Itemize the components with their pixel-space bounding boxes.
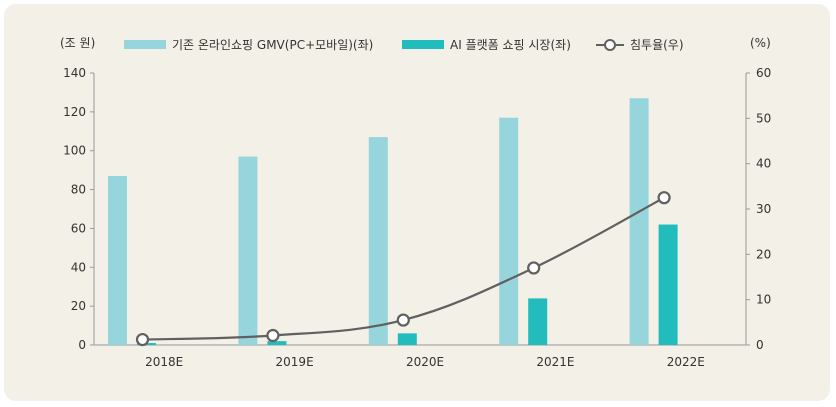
bar-ai-platform: [658, 224, 678, 345]
right-tick-label: 20: [756, 247, 771, 261]
bars: [108, 98, 678, 345]
legend-label-ai-platform: AI 플랫폼 쇼핑 시장(좌): [450, 38, 571, 52]
penetration-point: [266, 328, 280, 343]
left-tick-label: 100: [63, 144, 86, 158]
x-tick-label: 2018E: [145, 355, 183, 369]
x-tick-label: 2022E: [667, 355, 705, 369]
x-tick-label: 2020E: [406, 355, 444, 369]
right-tick-label: 40: [756, 157, 771, 171]
right-tick-label: 50: [756, 111, 771, 125]
bar-ai-platform: [267, 341, 287, 345]
left-tick-label: 140: [63, 66, 86, 80]
bar-existing-gmv: [238, 156, 258, 345]
right-tick-label: 10: [756, 293, 771, 307]
bar-existing-gmv: [368, 137, 388, 345]
left-tick-label: 80: [71, 183, 86, 197]
right-y-ticks: 0 10 20 30 40 50 60: [746, 66, 771, 352]
right-tick-label: 30: [756, 202, 771, 216]
penetration-line-series: [135, 191, 671, 347]
legend-label-penetration: 침투율(우): [630, 38, 684, 52]
bar-ai-platform: [397, 333, 417, 345]
bar-existing-gmv: [629, 98, 649, 345]
right-axis-unit: (%): [750, 36, 771, 50]
penetration-point: [527, 261, 541, 275]
x-ticks: 2018E 2019E 2020E 2021E 2022E: [145, 355, 705, 369]
legend-label-existing-gmv: 기존 온라인쇼핑 GMV(PC+모바일)(좌): [172, 38, 373, 52]
penetration-point: [657, 191, 671, 205]
legend-swatch-existing-gmv: [124, 40, 166, 49]
right-tick-label: 60: [756, 66, 771, 80]
left-tick-label: 0: [78, 338, 86, 352]
right-tick-label: 0: [756, 338, 764, 352]
penetration-point: [135, 332, 150, 347]
x-tick-label: 2021E: [536, 355, 574, 369]
penetration-point: [396, 313, 410, 327]
left-tick-label: 120: [63, 105, 86, 119]
left-axis-unit: (조 원): [60, 36, 95, 50]
x-tick-label: 2019E: [276, 355, 314, 369]
legend-swatch-penetration-marker: [604, 39, 616, 51]
legend: 기존 온라인쇼핑 GMV(PC+모바일)(좌) AI 플랫폼 쇼핑 시장(좌) …: [124, 38, 684, 52]
left-tick-label: 40: [71, 260, 86, 274]
bar-existing-gmv: [108, 175, 127, 345]
left-tick-label: 60: [71, 221, 86, 235]
bar-existing-gmv: [499, 117, 519, 345]
left-y-ticks: 0 20 40 60 80 100 120 140: [63, 66, 94, 352]
legend-swatch-ai-platform: [402, 40, 444, 49]
left-tick-label: 20: [71, 299, 86, 313]
bar-ai-platform: [528, 298, 548, 345]
